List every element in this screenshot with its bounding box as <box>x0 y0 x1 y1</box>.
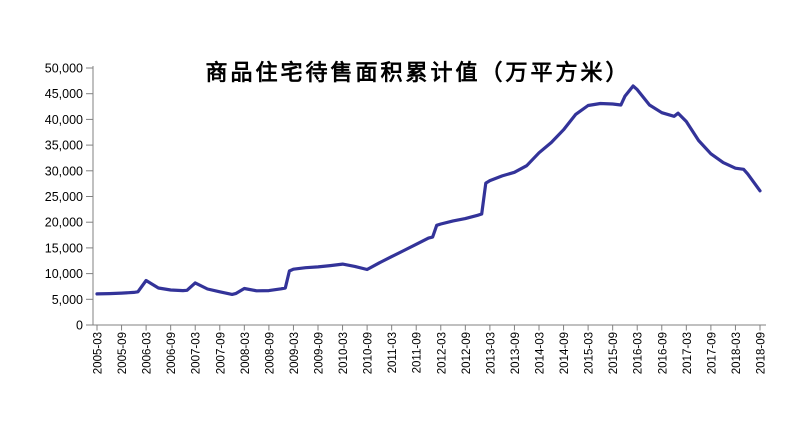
x-axis-tick-label: 2015-03 <box>584 332 596 374</box>
data-line <box>95 84 762 296</box>
x-axis-tick-label: 2009-09 <box>314 332 326 374</box>
y-axis-tick-label: 25,000 <box>45 190 83 204</box>
x-axis-tick-label: 2005-09 <box>117 332 129 374</box>
x-axis-tick-label: 2017-09 <box>706 332 718 374</box>
x-axis-tick-label: 2010-09 <box>363 332 375 374</box>
y-axis-tick-label: 35,000 <box>45 139 83 153</box>
x-axis-tick-label: 2013-09 <box>510 332 522 374</box>
x-axis-tick-label: 2006-03 <box>142 332 154 374</box>
x-axis-tick-label: 2016-03 <box>633 332 645 374</box>
x-axis-tick-label: 2009-03 <box>289 332 301 374</box>
y-axis-tick-label: 20,000 <box>45 216 83 230</box>
x-axis-tick-label: 2012-03 <box>436 332 448 374</box>
x-axis-tick-label: 2007-09 <box>215 332 227 374</box>
axes <box>92 66 766 326</box>
y-axis-tick-label: 15,000 <box>45 241 83 255</box>
x-axis-tick-label: 2018-03 <box>731 332 743 374</box>
x-axis-tick-label: 2011-09 <box>412 332 424 373</box>
y-axis-tick-label: 5,000 <box>52 293 83 307</box>
x-axis-tick-label: 2005-03 <box>93 332 105 374</box>
y-axis-tick-label: 10,000 <box>45 267 83 281</box>
x-axis-tick-label: 2013-03 <box>485 332 497 374</box>
y-axis-tick-label: 50,000 <box>45 62 83 76</box>
y-axis-tick-label: 40,000 <box>45 113 83 127</box>
x-axis-tick-label: 2015-09 <box>608 332 620 374</box>
y-axis-tick-label: 45,000 <box>45 87 83 101</box>
x-axis-tick-label: 2006-09 <box>166 332 178 374</box>
x-axis-ticks <box>96 325 761 331</box>
y-axis-tick-label: 0 <box>76 319 83 333</box>
x-axis-tick-label: 2014-09 <box>559 332 571 374</box>
x-axis-tick-label: 2008-09 <box>264 332 276 374</box>
x-axis-tick-label: 2018-09 <box>756 332 768 374</box>
data-series <box>95 84 762 296</box>
chart-title: 商品住宅待售面积累计值（万平方米） <box>205 60 630 85</box>
y-axis-tick-label: 30,000 <box>45 164 83 178</box>
x-axis-tick-label: 2007-03 <box>191 332 203 374</box>
x-axis-tick-label: 2016-09 <box>657 332 669 374</box>
x-axis-tick-label: 2008-03 <box>240 332 252 374</box>
x-axis-tick-label: 2014-03 <box>535 332 547 374</box>
x-axis-tick-label: 2012-09 <box>461 332 473 374</box>
x-axis-tick-label: 2017-03 <box>682 332 694 374</box>
y-axis-ticks <box>86 67 93 326</box>
y-axis-labels: 0 5,000 10,000 15,000 20,000 25,000 30,000 35,0… <box>45 62 83 333</box>
x-axis-tick-label: 2010-03 <box>338 332 350 374</box>
x-axis-tick-label: 2011-03 <box>387 332 399 373</box>
x-axis-labels: 2005-03 2005-09 2006-03 2006-09 2007-03 2007-… <box>93 332 768 374</box>
